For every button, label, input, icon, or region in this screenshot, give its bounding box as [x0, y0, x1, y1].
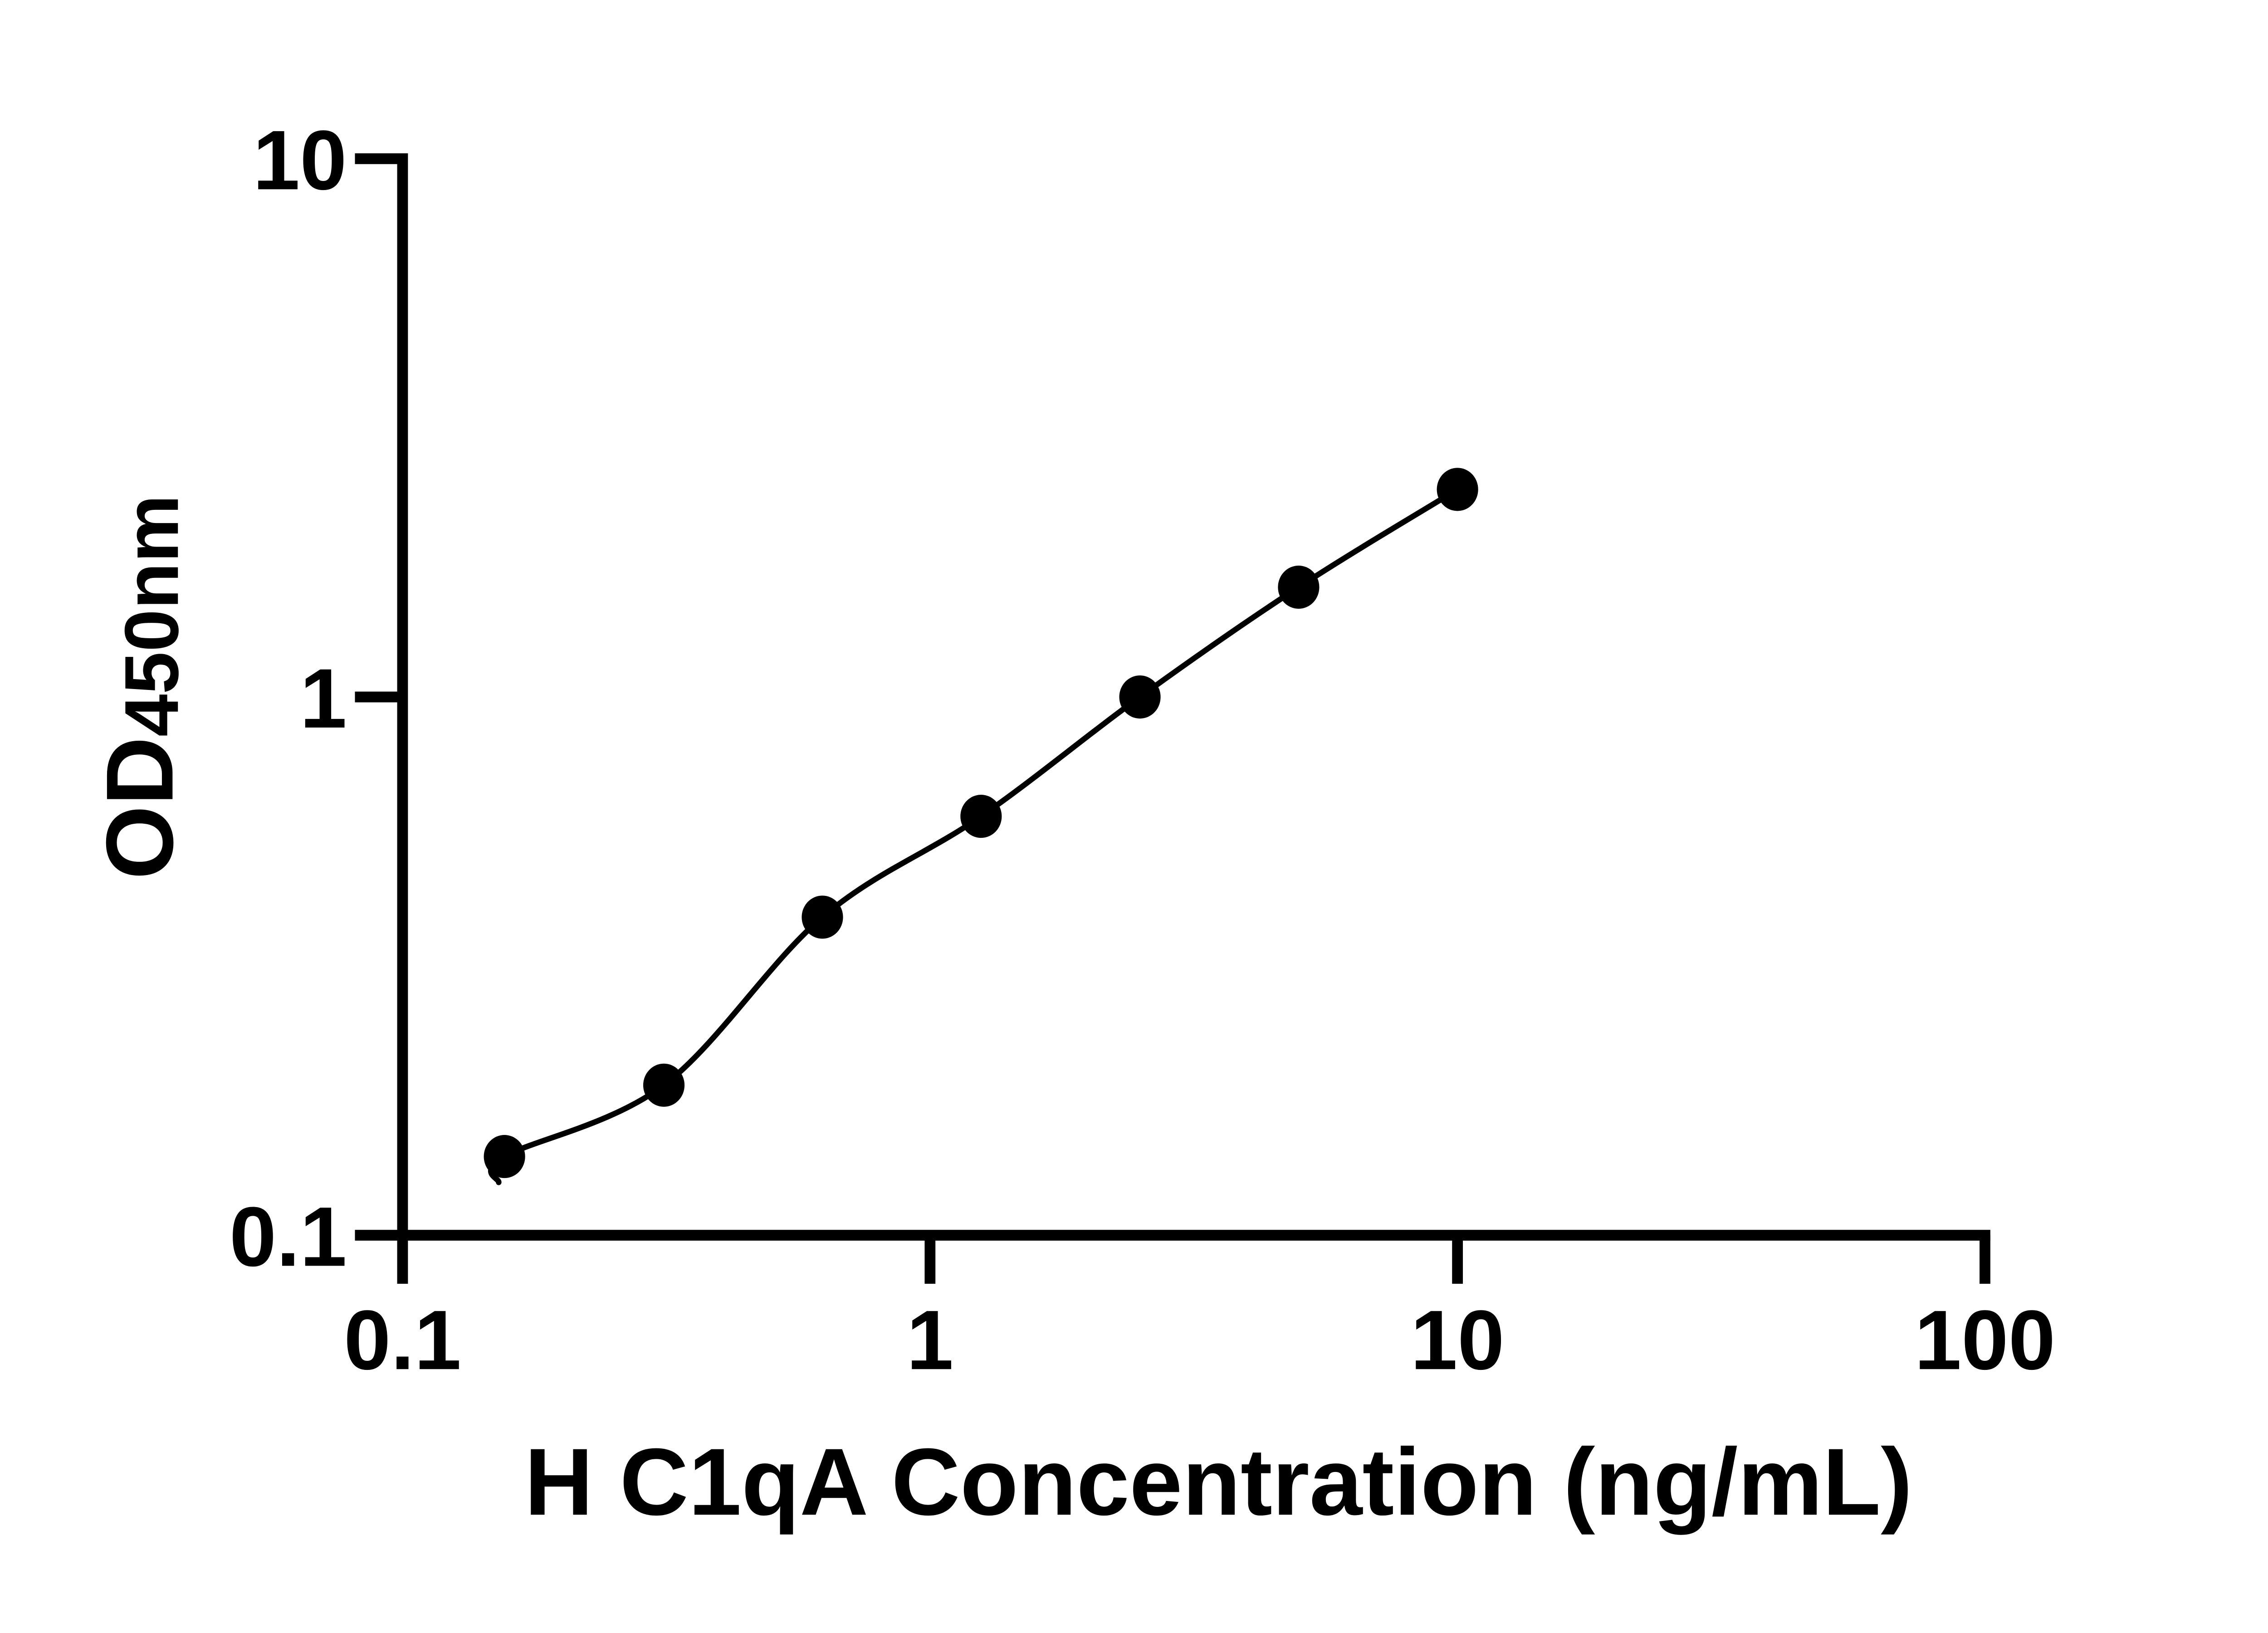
x-tick-label-1: 1 [907, 1293, 954, 1387]
y-axis-title: OD450nm [87, 495, 194, 880]
x-tick-labels: 0.1 1 10 100 [344, 1293, 2055, 1387]
data-point [484, 1135, 525, 1178]
y-tick-label-0.1: 0.1 [230, 1189, 347, 1284]
y-axis-title-subscript: 450nm [109, 495, 194, 737]
data-point [960, 795, 1002, 838]
data-point [1119, 675, 1161, 719]
x-tick-label-100: 100 [1915, 1293, 2056, 1387]
y-tick-label-10: 10 [253, 113, 347, 207]
data-point [1437, 468, 1478, 511]
data-point [802, 895, 843, 939]
y-axis-title-main: OD [87, 737, 193, 880]
axes-frame [355, 153, 1990, 1284]
y-tick-label-1: 1 [300, 651, 347, 746]
data-point [643, 1063, 685, 1107]
axis-lines [397, 153, 1990, 1241]
x-tick-label-10: 10 [1411, 1293, 1505, 1387]
data-points [484, 468, 1478, 1178]
data-point [1278, 565, 1320, 609]
y-tick-labels: 10 1 0.1 [230, 113, 347, 1284]
x-axis-title: H C1qA Concentration (ng/mL) [524, 1429, 1912, 1535]
x-tick-label-0.1: 0.1 [344, 1293, 461, 1387]
